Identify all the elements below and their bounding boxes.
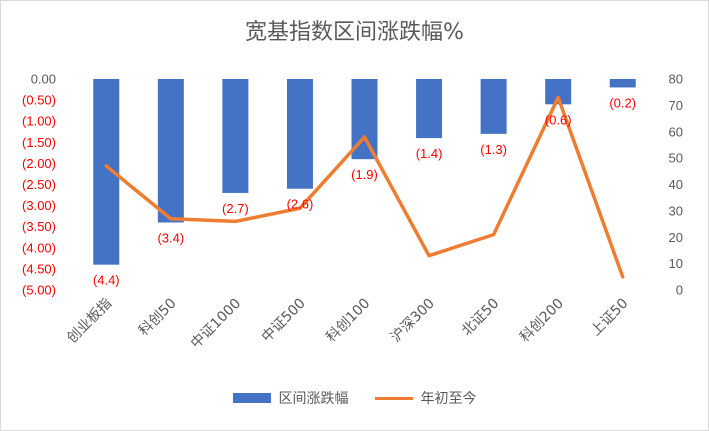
legend-label-bar: 区间涨跌幅 bbox=[278, 391, 349, 407]
data-labels: (4.4) (3.4) (2.7) (2.6) (1.9) (1.4) (1.3) (0.6)… bbox=[93, 95, 636, 287]
category-label: 科创100 bbox=[323, 296, 373, 346]
category-label: 中证1000 bbox=[188, 296, 244, 352]
bar bbox=[157, 79, 184, 223]
left-tick-label: (2.50) bbox=[22, 177, 56, 192]
legend-swatch-bar bbox=[232, 393, 271, 403]
bar-data-label: (3.4) bbox=[157, 230, 184, 245]
bar-series bbox=[93, 79, 636, 265]
left-tick-label: (4.50) bbox=[22, 261, 56, 276]
right-axis: 0 10 20 30 40 50 60 70 80 bbox=[669, 72, 683, 298]
legend-swatch-line bbox=[374, 396, 413, 400]
bar bbox=[609, 79, 636, 88]
left-tick-label: 0.00 bbox=[31, 72, 56, 87]
left-axis: 0.00 (0.50) (1.00) (1.50) (2.00) (2.50) (3.00)… bbox=[22, 72, 56, 298]
right-tick-label: 50 bbox=[669, 151, 683, 166]
left-tick-label: (5.00) bbox=[22, 283, 56, 298]
category-label: 上证50 bbox=[588, 296, 632, 340]
bar-data-label: (2.6) bbox=[287, 197, 314, 212]
left-tick-label: (0.50) bbox=[22, 93, 56, 108]
bar bbox=[416, 79, 443, 139]
left-tick-label: (4.00) bbox=[22, 240, 56, 255]
left-tick-label: (2.00) bbox=[22, 156, 56, 171]
right-tick-label: 20 bbox=[669, 230, 683, 245]
legend-item-line: 年初至今 bbox=[374, 388, 477, 408]
legend-label-line: 年初至今 bbox=[420, 391, 477, 407]
right-tick-label: 30 bbox=[669, 203, 683, 218]
left-tick-label: (1.00) bbox=[22, 114, 56, 129]
bar bbox=[222, 79, 249, 193]
right-tick-label: 10 bbox=[669, 256, 683, 271]
bar-data-label: (4.4) bbox=[93, 273, 120, 288]
right-tick-label: 40 bbox=[669, 177, 683, 192]
bar-data-label: (1.3) bbox=[480, 142, 507, 157]
category-axis: 创业板指 科创50 中证1000 中证500 科创100 沪深300 北证50 科创200 上证… bbox=[64, 296, 631, 352]
bar-data-label: (1.4) bbox=[416, 146, 443, 161]
bar-data-label: (1.9) bbox=[351, 167, 378, 182]
category-label: 科创200 bbox=[517, 296, 567, 346]
bar-data-label: (0.2) bbox=[609, 95, 636, 110]
bar-data-label: (0.6) bbox=[545, 112, 572, 127]
category-label: 沪深300 bbox=[388, 296, 438, 346]
line-series bbox=[104, 95, 625, 279]
right-tick-label: 70 bbox=[669, 98, 683, 113]
category-label: 创业板指 bbox=[64, 296, 115, 347]
bar bbox=[286, 79, 313, 189]
left-tick-label: (3.50) bbox=[22, 219, 56, 234]
category-label: 科创50 bbox=[136, 296, 180, 340]
legend: 区间涨跌幅 年初至今 bbox=[0, 388, 709, 408]
right-tick-label: 80 bbox=[669, 72, 683, 87]
right-tick-label: 0 bbox=[676, 283, 683, 298]
left-tick-label: (1.50) bbox=[22, 135, 56, 150]
right-tick-label: 60 bbox=[669, 124, 683, 139]
legend-item-bar: 区间涨跌幅 bbox=[232, 388, 349, 408]
bar bbox=[480, 79, 507, 134]
left-tick-label: (3.00) bbox=[22, 198, 56, 213]
bar-data-label: (2.7) bbox=[222, 201, 249, 216]
chart-title: 宽基指数区间涨跌幅% bbox=[245, 20, 464, 45]
category-label: 中证500 bbox=[259, 296, 309, 346]
category-label: 北证50 bbox=[459, 296, 503, 340]
